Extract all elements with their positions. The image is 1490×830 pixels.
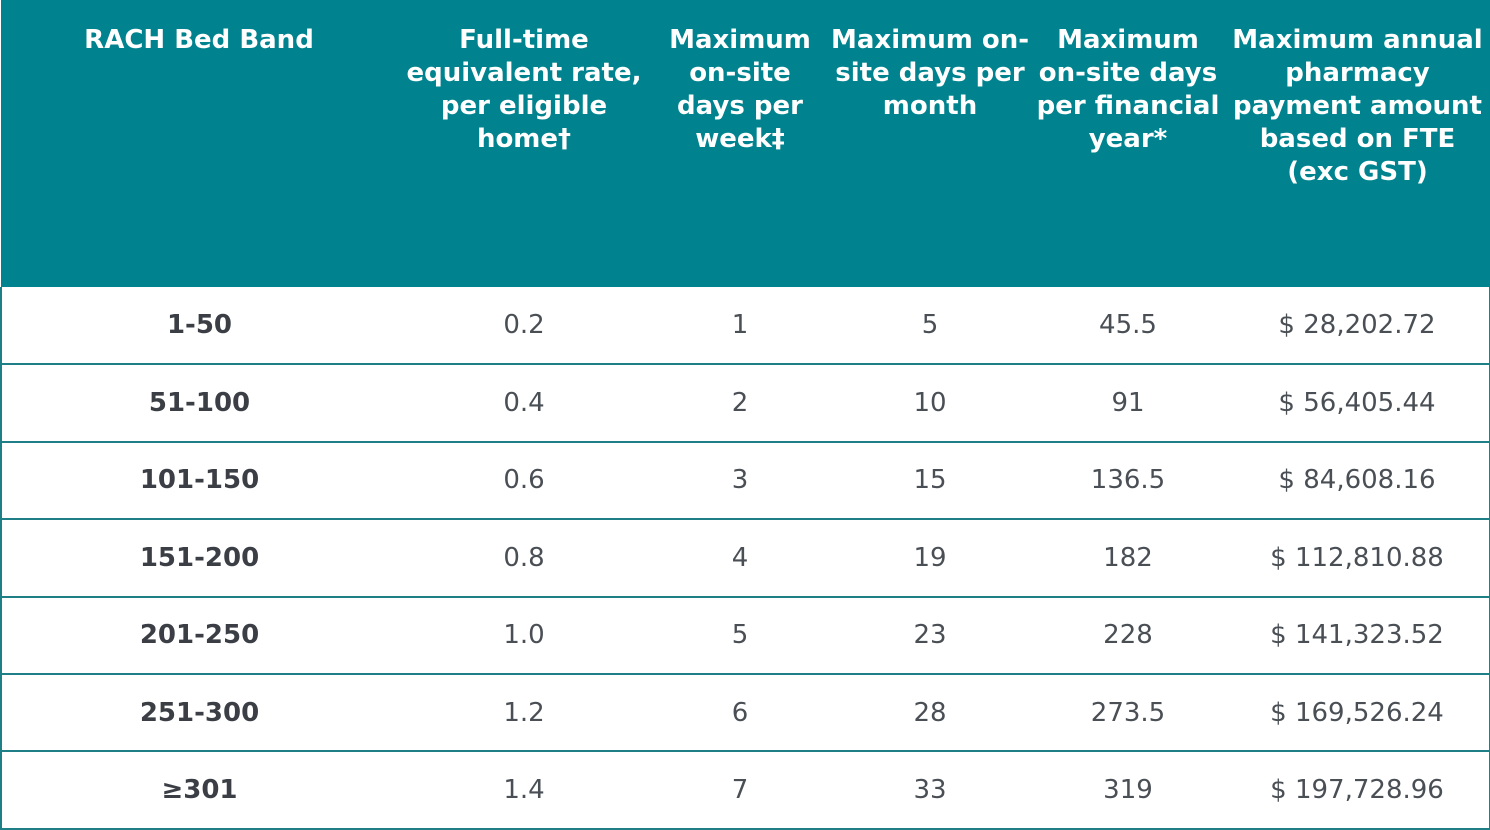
fte-rate-cell: 1.4 (397, 751, 651, 830)
fte-rate-cell: 0.4 (397, 364, 651, 443)
fte-rate-cell: 0.8 (397, 519, 651, 598)
header-annual-payment: Maximum annual pharmacy payment amount b… (1225, 0, 1490, 287)
table-row: 101-150 0.6 3 15 136.5 $ 84,608.16 (0, 441, 1490, 521)
days-per-year-cell: 45.5 (1031, 287, 1225, 366)
header-days-per-month: Maximum on-site days per month (829, 0, 1031, 287)
days-per-month-cell: 19 (829, 519, 1031, 598)
fte-rate-cell: 0.6 (397, 441, 651, 521)
annual-payment-cell: $ 84,608.16 (1225, 441, 1490, 521)
annual-payment-cell: $ 112,810.88 (1225, 519, 1490, 598)
days-per-week-cell: 2 (651, 364, 829, 443)
days-per-month-cell: 5 (829, 287, 1031, 366)
days-per-week-cell: 1 (651, 287, 829, 366)
days-per-week-cell: 7 (651, 751, 829, 830)
bed-band-cell: 201-250 (0, 596, 397, 675)
days-per-month-cell: 15 (829, 441, 1031, 521)
days-per-year-cell: 91 (1031, 364, 1225, 443)
bed-band-cell: ≥301 (0, 751, 397, 830)
bed-band-cell: 1-50 (0, 287, 397, 366)
annual-payment-cell: $ 56,405.44 (1225, 364, 1490, 443)
bed-band-cell: 51-100 (0, 364, 397, 443)
days-per-year-cell: 319 (1031, 751, 1225, 830)
days-per-week-cell: 4 (651, 519, 829, 598)
days-per-year-cell: 228 (1031, 596, 1225, 675)
table-body: 1-50 0.2 1 5 45.5 $ 28,202.72 51-100 0.4… (0, 287, 1490, 830)
table-row: 51-100 0.4 2 10 91 $ 56,405.44 (0, 364, 1490, 443)
table-row: 251-300 1.2 6 28 273.5 $ 169,526.24 (0, 673, 1490, 753)
table-row: 151-200 0.8 4 19 182 $ 112,810.88 (0, 519, 1490, 598)
table-header: RACH Bed Band Full-time equivalent rate,… (1, 0, 1490, 287)
header-rach-bed-band: RACH Bed Band (1, 0, 397, 287)
bed-band-cell: 151-200 (0, 519, 397, 598)
days-per-month-cell: 10 (829, 364, 1031, 443)
days-per-week-cell: 3 (651, 441, 829, 521)
table-row: ≥301 1.4 7 33 319 $ 197,728.96 (0, 751, 1490, 830)
fte-rate-cell: 0.2 (397, 287, 651, 366)
days-per-month-cell: 28 (829, 673, 1031, 753)
annual-payment-cell: $ 197,728.96 (1225, 751, 1490, 830)
header-days-per-financial-year: Maximum on-site days per financial year* (1031, 0, 1225, 287)
days-per-year-cell: 182 (1031, 519, 1225, 598)
header-fte-rate: Full-time equivalent rate, per eligible … (397, 0, 651, 287)
days-per-month-cell: 33 (829, 751, 1031, 830)
days-per-month-cell: 23 (829, 596, 1031, 675)
days-per-week-cell: 6 (651, 673, 829, 753)
table-row: 1-50 0.2 1 5 45.5 $ 28,202.72 (0, 287, 1490, 366)
annual-payment-cell: $ 28,202.72 (1225, 287, 1490, 366)
days-per-year-cell: 273.5 (1031, 673, 1225, 753)
header-days-per-week: Maximum on-site days per week‡ (651, 0, 829, 287)
header-row: RACH Bed Band Full-time equivalent rate,… (1, 0, 1490, 287)
bed-band-cell: 251-300 (0, 673, 397, 753)
fte-rate-cell: 1.0 (397, 596, 651, 675)
fte-rate-cell: 1.2 (397, 673, 651, 753)
table-row: 201-250 1.0 5 23 228 $ 141,323.52 (0, 596, 1490, 675)
annual-payment-cell: $ 141,323.52 (1225, 596, 1490, 675)
days-per-year-cell: 136.5 (1031, 441, 1225, 521)
days-per-week-cell: 5 (651, 596, 829, 675)
annual-payment-cell: $ 169,526.24 (1225, 673, 1490, 753)
bed-band-cell: 101-150 (0, 441, 397, 521)
